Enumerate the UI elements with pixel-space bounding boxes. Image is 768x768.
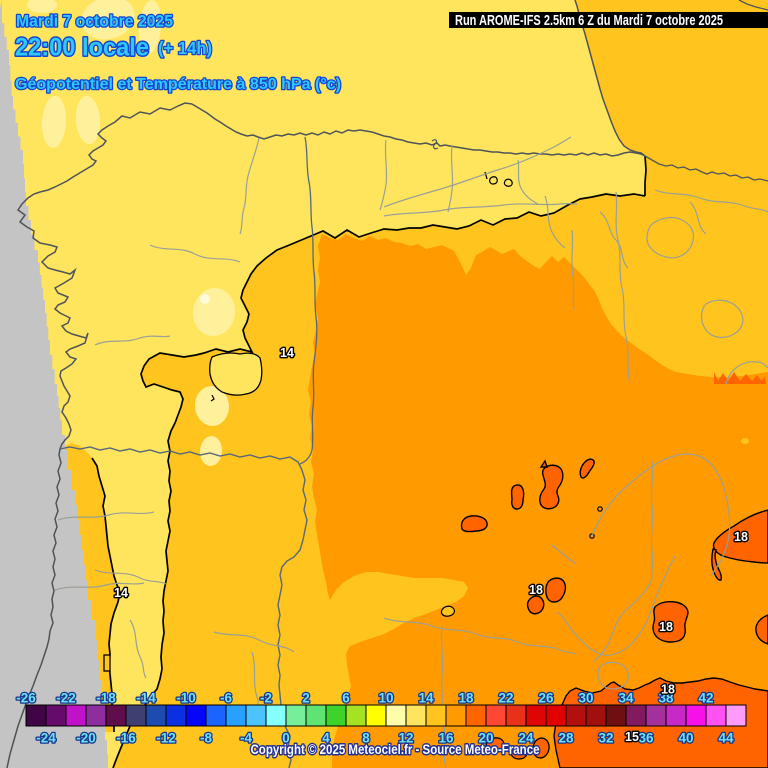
svg-text:18: 18 <box>458 691 474 706</box>
svg-text:-6: -6 <box>220 691 232 706</box>
svg-text:-4: -4 <box>240 731 252 746</box>
svg-text:34: 34 <box>618 691 634 706</box>
svg-text:10: 10 <box>378 691 393 706</box>
svg-text:Copyright © 2025 Meteociel.fr: Copyright © 2025 Meteociel.fr - Source M… <box>251 742 540 757</box>
svg-text:32: 32 <box>598 731 613 746</box>
svg-text:6: 6 <box>342 691 350 706</box>
svg-text:22: 22 <box>498 691 513 706</box>
svg-text:18: 18 <box>659 620 673 634</box>
svg-text:-12: -12 <box>156 731 176 746</box>
svg-text:44: 44 <box>718 731 734 746</box>
svg-text:28: 28 <box>558 731 574 746</box>
svg-text:8: 8 <box>362 731 370 746</box>
svg-text:-10: -10 <box>176 691 196 706</box>
svg-text:22:00 locale: 22:00 locale <box>15 34 149 62</box>
svg-text:18: 18 <box>529 583 543 597</box>
svg-text:-26: -26 <box>16 691 36 706</box>
svg-text:14: 14 <box>280 346 294 360</box>
svg-text:Géopotentiel et Température à: Géopotentiel et Température à 850 hPa (°… <box>15 76 341 93</box>
svg-text:-20: -20 <box>76 731 96 746</box>
svg-text:-14: -14 <box>136 691 156 706</box>
svg-text:14: 14 <box>114 586 128 600</box>
svg-text:36: 36 <box>638 731 654 746</box>
svg-text:(+ 14h): (+ 14h) <box>158 38 212 58</box>
svg-text:-18: -18 <box>96 691 116 706</box>
svg-text:-24: -24 <box>36 731 56 746</box>
svg-text:38: 38 <box>658 691 674 706</box>
svg-text:20: 20 <box>478 731 493 746</box>
svg-text:42: 42 <box>698 691 713 706</box>
svg-text:4: 4 <box>322 731 330 746</box>
svg-text:16: 16 <box>438 731 454 746</box>
svg-text:0: 0 <box>282 731 290 746</box>
svg-text:2: 2 <box>302 691 310 706</box>
svg-text:Run AROME-IFS 2.5km 6 Z du Mar: Run AROME-IFS 2.5km 6 Z du Mardi 7 octob… <box>455 12 723 29</box>
svg-text:15: 15 <box>625 730 639 744</box>
svg-text:18: 18 <box>661 683 675 697</box>
svg-text:18: 18 <box>734 530 748 544</box>
svg-text:14: 14 <box>418 691 434 706</box>
svg-text:26: 26 <box>538 691 554 706</box>
svg-text:-8: -8 <box>200 731 212 746</box>
svg-text:Mardi 7 octobre 2025: Mardi 7 octobre 2025 <box>16 13 173 31</box>
svg-text:12: 12 <box>398 731 413 746</box>
svg-text:-16: -16 <box>116 731 136 746</box>
svg-text:24: 24 <box>518 731 534 746</box>
svg-text:40: 40 <box>678 731 693 746</box>
svg-text:30: 30 <box>578 691 593 706</box>
svg-text:-2: -2 <box>260 691 272 706</box>
svg-text:-22: -22 <box>56 691 76 706</box>
